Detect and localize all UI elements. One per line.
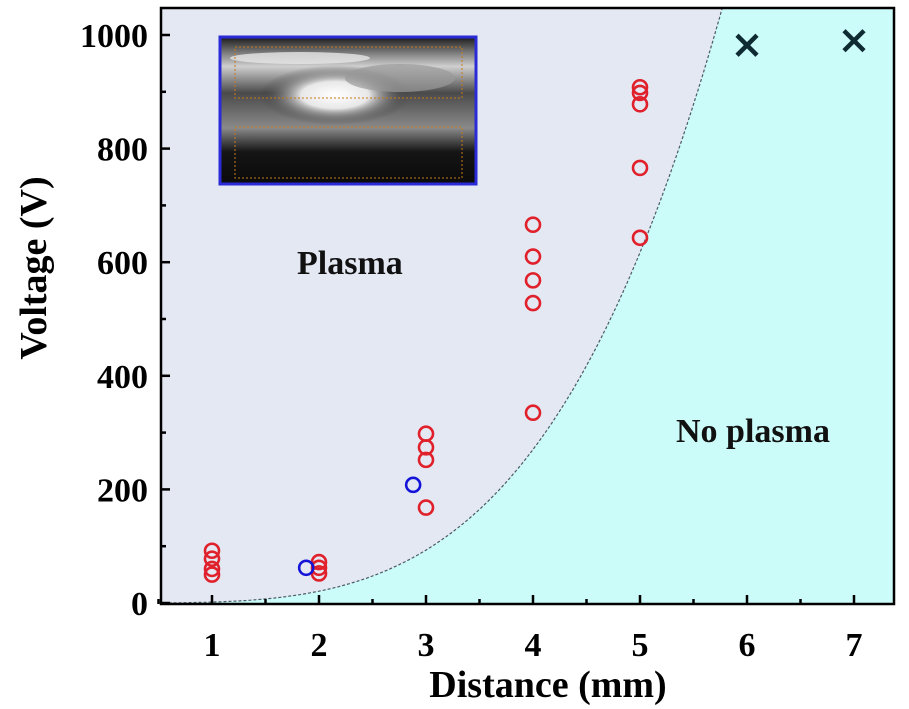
x-tick-label: 6 <box>739 627 756 664</box>
plasma-red-point <box>417 451 435 469</box>
y-axis-title: Voltage (V) <box>13 176 55 359</box>
plasma-red-point <box>417 439 435 456</box>
plasma-red-point <box>417 499 435 516</box>
tick-labels: 1 2 3 4 5 6 7 0 200 400 600 800 1000 <box>80 18 863 664</box>
plasma-red-point <box>524 216 542 234</box>
plasma-red-point <box>203 550 221 567</box>
axis-ticks <box>157 33 856 605</box>
x-tick-label: 1 <box>204 627 221 664</box>
x-tick-label: 3 <box>418 627 435 664</box>
x-axis-title: Distance (mm) <box>429 664 666 706</box>
no-plasma-x-marker <box>735 33 759 57</box>
plasma-red-point <box>631 84 649 102</box>
boundary-curve <box>161 8 723 604</box>
plasma-blue-point <box>297 559 315 577</box>
x-tick-label: 7 <box>846 627 863 664</box>
inset-image <box>218 35 478 186</box>
plasma-red-point <box>524 404 542 422</box>
plasma-red-point <box>631 159 649 177</box>
no-plasma-x-marker <box>842 29 866 53</box>
plasma-red-point <box>524 248 542 265</box>
plasma-red-point <box>203 560 221 578</box>
y-tick-label: 800 <box>97 132 148 169</box>
plasma-red-point <box>203 566 221 583</box>
data-marks <box>203 29 866 583</box>
y-tick-label: 0 <box>131 586 148 623</box>
no-plasma-label: No plasma <box>676 413 830 450</box>
y-tick-label: 1000 <box>80 18 148 55</box>
plasma-red-point <box>524 294 542 312</box>
x-tick-label: 4 <box>525 627 542 664</box>
plasma-red-point <box>203 542 221 560</box>
plasma-red-point <box>524 272 542 289</box>
plasma-red-point <box>631 229 649 247</box>
y-tick-label: 600 <box>97 245 148 282</box>
x-tick-label: 5 <box>632 627 649 664</box>
y-tick-label: 200 <box>97 472 148 509</box>
plasma-red-point <box>631 95 649 113</box>
plasma-red-point <box>631 78 649 96</box>
plasma-blue-point <box>404 476 422 494</box>
x-tick-label: 2 <box>311 627 328 664</box>
plasma-label: Plasma <box>297 245 403 282</box>
y-tick-label: 400 <box>97 359 148 396</box>
plot-frame <box>159 6 896 606</box>
